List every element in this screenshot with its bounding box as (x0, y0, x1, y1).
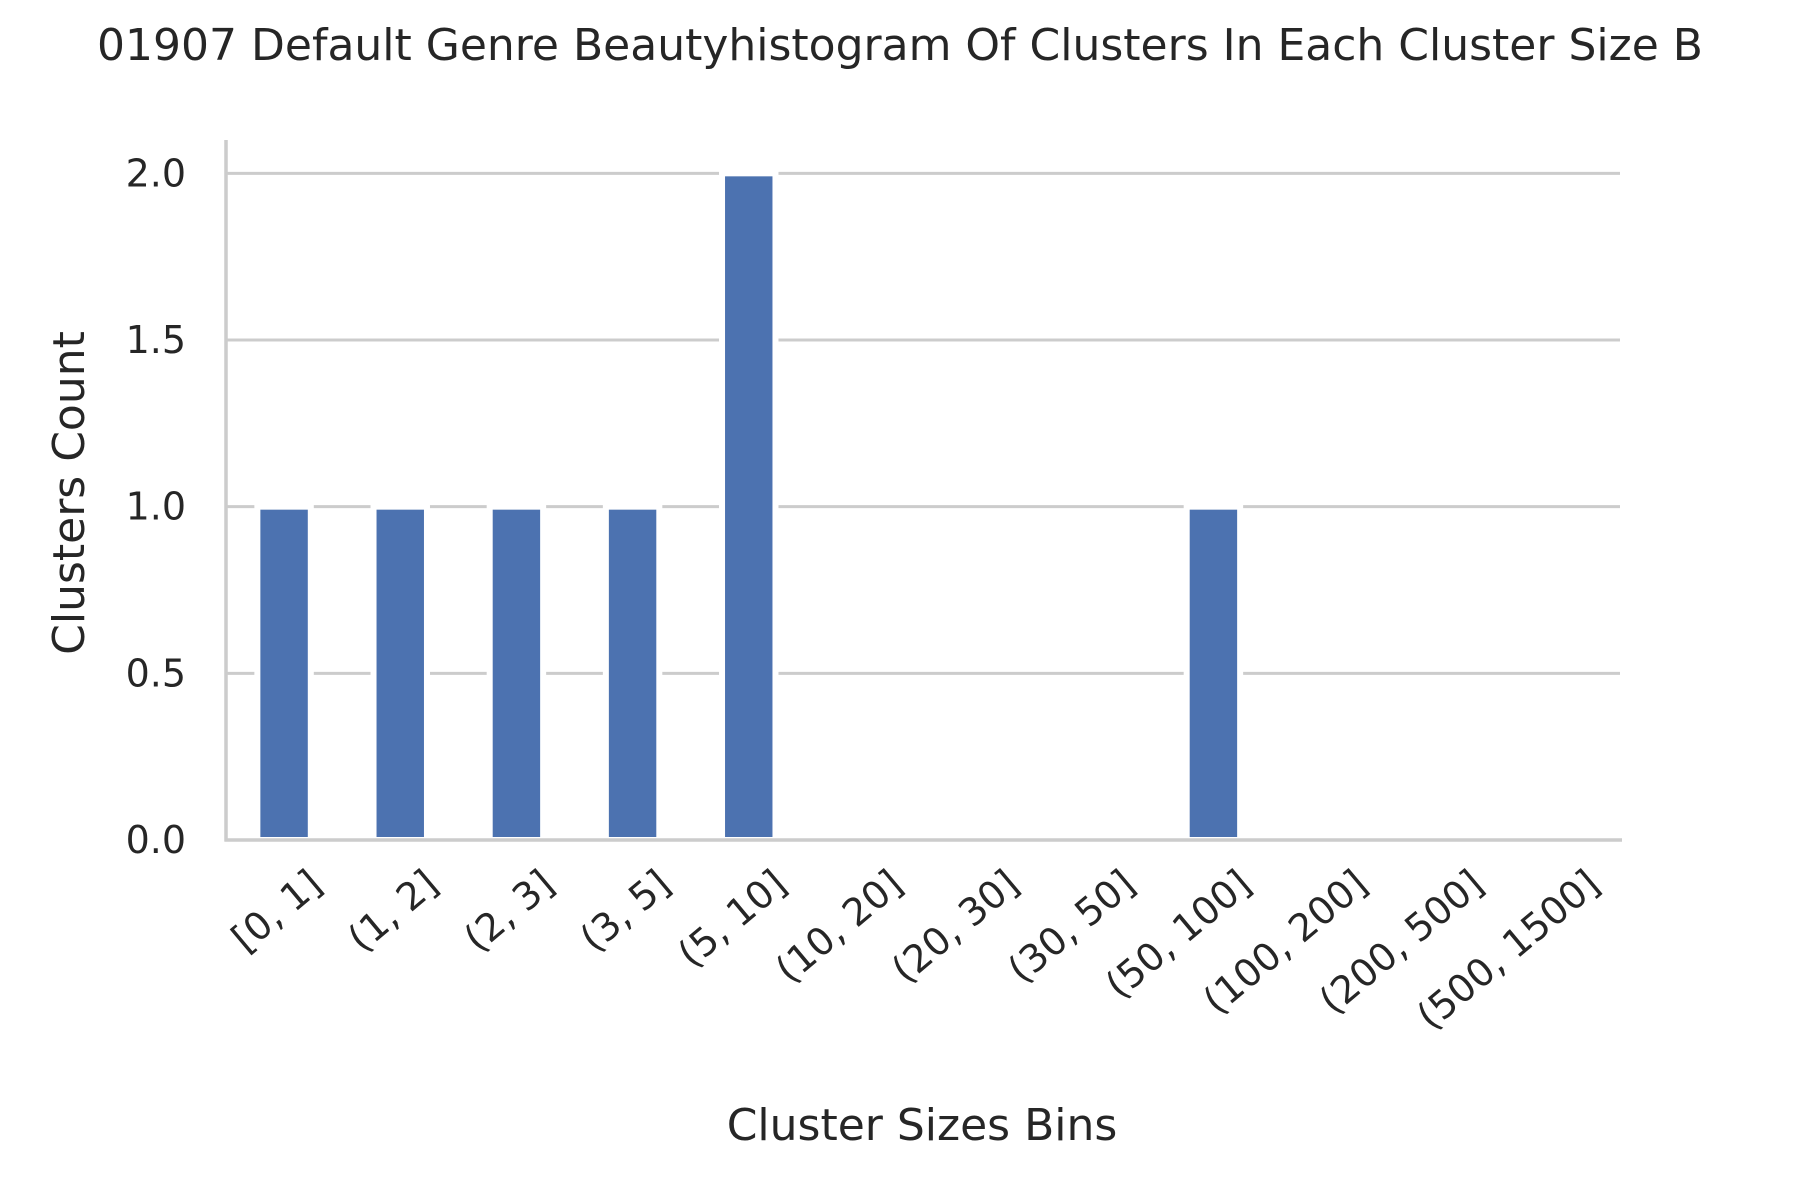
bar (719, 170, 779, 844)
y-tick-label: 0.0 (126, 818, 186, 862)
y-tick-labels: 0.0 0.5 1.0 1.5 2.0 (126, 151, 186, 862)
x-axis-label: Cluster Sizes Bins (727, 1100, 1118, 1151)
x-tick-label: (20, 30] (883, 861, 1027, 991)
x-tick-label: [0, 1] (223, 861, 330, 960)
bar (602, 503, 663, 843)
bar (1183, 503, 1244, 843)
axes (224, 140, 1622, 842)
bar (370, 503, 430, 843)
y-tick-label: 0.5 (126, 651, 186, 695)
gridlines (226, 171, 1620, 675)
y-tick-label: 1.5 (126, 318, 186, 362)
y-axis-label: Clusters Count (44, 331, 95, 655)
bar (486, 503, 547, 843)
y-tick-label: 1.0 (126, 485, 186, 529)
x-tick-labels: [0, 1] (1, 2] (2, 3] (3, 5](5, 10](10, 20](… (223, 861, 1607, 1038)
x-tick-label: (3, 5] (572, 861, 679, 960)
chart-title: 01907 Default Genre Beautyhistogram Of C… (97, 20, 1703, 71)
y-tick-label: 2.0 (126, 151, 186, 195)
bar (254, 503, 314, 843)
x-tick-label: (10, 20] (767, 861, 911, 991)
x-tick-label: (1, 2] (339, 861, 446, 960)
x-tick-label: (2, 3] (456, 861, 563, 960)
